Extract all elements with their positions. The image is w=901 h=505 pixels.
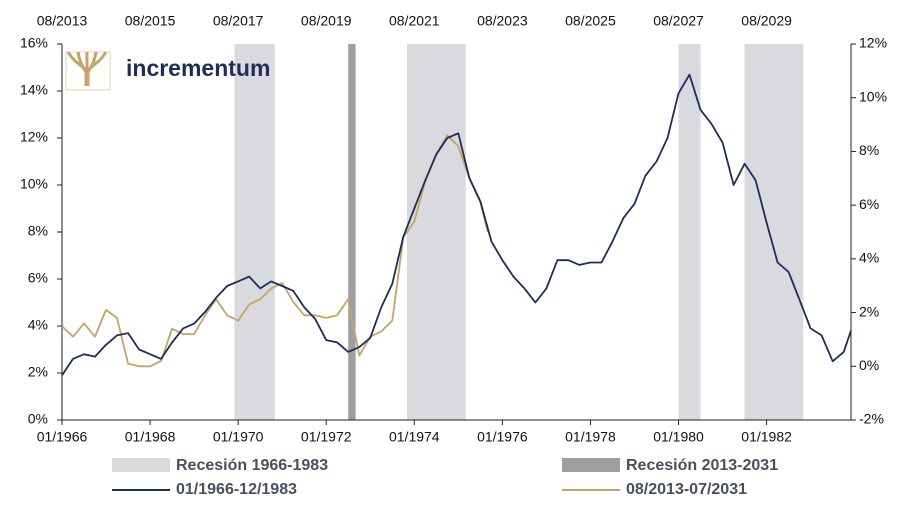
x-tick-label: 01/1966 xyxy=(37,429,88,445)
y2-tick-label: 2% xyxy=(859,303,879,319)
y-tick-label: 4% xyxy=(28,317,48,333)
recession-bands xyxy=(234,44,804,420)
recession-band xyxy=(406,44,466,420)
x2-tick-label: 08/2019 xyxy=(301,13,352,29)
x-tick-label: 01/1972 xyxy=(301,429,352,445)
y2-tick-label: 12% xyxy=(859,35,887,51)
x-tick-label: 01/1982 xyxy=(741,429,792,445)
x2-tick-label: 08/2029 xyxy=(741,13,792,29)
x-tick-label: 01/1974 xyxy=(389,429,440,445)
x-tick-label: 01/1980 xyxy=(653,429,704,445)
y-tick-label: 14% xyxy=(20,82,48,98)
logo: incrementum xyxy=(65,51,270,91)
legend-label: Recesión 2013-2031 xyxy=(626,457,778,474)
x-tick-label: 01/1978 xyxy=(565,429,616,445)
legend-label: 08/2013-07/2031 xyxy=(626,481,747,498)
legend-swatch xyxy=(112,458,170,472)
y-tick-label: 8% xyxy=(28,223,48,239)
series-line xyxy=(61,73,852,376)
legend-label: 01/1966-12/1983 xyxy=(176,481,297,498)
x2-tick-label: 08/2025 xyxy=(565,13,616,29)
x-tick-label: 01/1976 xyxy=(477,429,528,445)
y2-tick-label: 6% xyxy=(859,196,879,212)
logo-tree xyxy=(66,51,108,86)
y2-tick-label: 8% xyxy=(859,142,879,158)
x2-tick-label: 08/2015 xyxy=(125,13,176,29)
x-tick-label: 01/1970 xyxy=(213,429,264,445)
y2-tick-label: -2% xyxy=(859,411,884,427)
legend-swatch xyxy=(562,458,620,472)
y-tick-label: 12% xyxy=(20,129,48,145)
recession-band xyxy=(678,44,701,420)
x2-tick-label: 08/2023 xyxy=(477,13,528,29)
y2-tick-label: 4% xyxy=(859,250,879,266)
x2-tick-label: 08/2027 xyxy=(653,13,704,29)
y2-tick-label: 0% xyxy=(859,357,879,373)
series-line xyxy=(61,134,489,368)
y2-tick-label: 10% xyxy=(859,88,887,104)
legend-label: Recesión 1966-1983 xyxy=(176,457,328,474)
y-tick-label: 10% xyxy=(20,176,48,192)
y-tick-label: 2% xyxy=(28,364,48,380)
recession-band xyxy=(348,44,356,420)
x2-tick-label: 08/2021 xyxy=(389,13,440,29)
x-tick-label: 01/1968 xyxy=(125,429,176,445)
y-tick-label: 6% xyxy=(28,270,48,286)
y-tick-label: 0% xyxy=(28,411,48,427)
y-tick-label: 16% xyxy=(20,35,48,51)
x2-tick-label: 08/2017 xyxy=(213,13,264,29)
logo-text: incrementum xyxy=(126,55,270,81)
recession-band xyxy=(234,44,275,420)
recession-band xyxy=(744,44,804,420)
x2-tick-label: 08/2013 xyxy=(37,13,88,29)
